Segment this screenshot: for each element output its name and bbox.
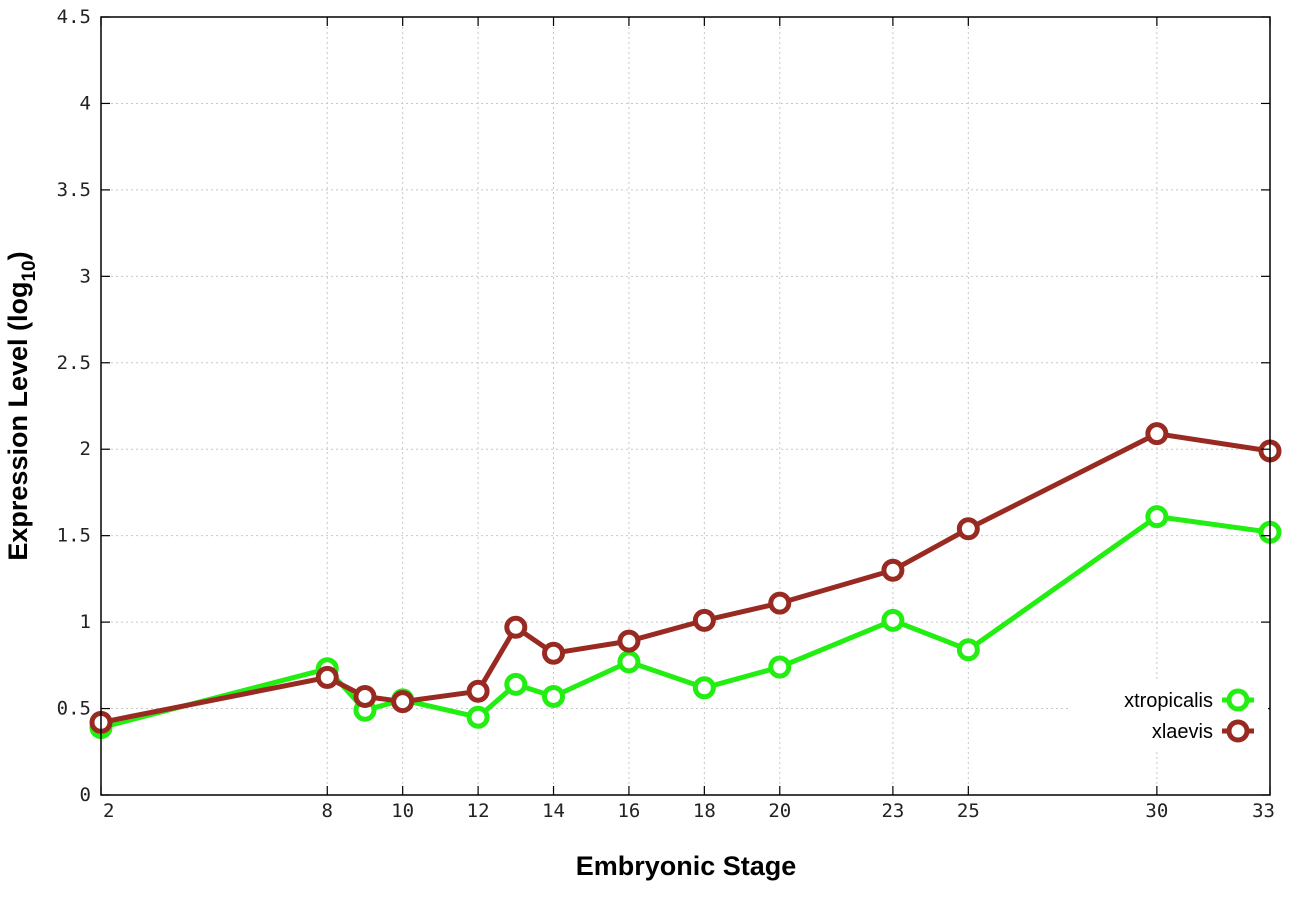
data-point bbox=[768, 655, 792, 679]
x-tick-label: 8 bbox=[322, 800, 333, 822]
data-point bbox=[768, 591, 792, 615]
data-point bbox=[466, 705, 490, 729]
y-tick-label: 4.5 bbox=[57, 6, 91, 28]
data-point bbox=[542, 684, 566, 708]
legend-swatch-marker bbox=[1226, 719, 1250, 743]
y-tick-label: 0 bbox=[80, 784, 91, 806]
y-tick-label: 3 bbox=[80, 265, 91, 287]
legend-label: xlaevis bbox=[1152, 721, 1213, 743]
legend-swatch-marker bbox=[1226, 688, 1250, 712]
plot-frame bbox=[100, 16, 1271, 796]
data-point bbox=[881, 608, 905, 632]
data-point bbox=[504, 615, 528, 639]
data-point bbox=[881, 558, 905, 582]
data-point bbox=[391, 690, 415, 714]
y-tick-label: 1.5 bbox=[57, 525, 91, 547]
data-point bbox=[542, 641, 566, 665]
data-point bbox=[504, 672, 528, 696]
x-tick-label: 30 bbox=[1145, 800, 1168, 822]
data-point bbox=[353, 684, 377, 708]
y-tick-label: 2 bbox=[80, 438, 91, 460]
x-axis-title: Embryonic Stage bbox=[576, 851, 797, 881]
x-tick-label: 12 bbox=[467, 800, 490, 822]
y-axis-title-subscript: 10 bbox=[19, 260, 40, 281]
x-tick-label: 18 bbox=[693, 800, 716, 822]
x-axis-tick-labels: 2 8 10 12 14 16 18 20 23 25 30 33 bbox=[103, 800, 1275, 822]
data-point bbox=[617, 629, 641, 653]
data-point bbox=[1145, 505, 1169, 529]
data-point bbox=[692, 608, 716, 632]
data-point bbox=[692, 676, 716, 700]
y-tick-label: 3.5 bbox=[57, 179, 91, 201]
data-point bbox=[466, 679, 490, 703]
y-axis-title: Expression Level (log10) bbox=[3, 251, 40, 560]
y-axis-title-end: ) bbox=[3, 251, 33, 260]
data-point bbox=[315, 665, 339, 689]
y-axis-title-main: Expression Level (log bbox=[3, 282, 33, 561]
data-point bbox=[956, 638, 980, 662]
series-layer bbox=[89, 422, 1282, 740]
grid-lines bbox=[101, 17, 1270, 795]
x-tick-label: 33 bbox=[1252, 800, 1275, 822]
x-tick-label: 2 bbox=[103, 800, 114, 822]
y-axis-tick-labels: 0 0.5 1 1.5 2 2.5 3 3.5 4 4.5 bbox=[57, 6, 91, 806]
y-tick-label: 0.5 bbox=[57, 698, 91, 720]
x-tick-label: 16 bbox=[617, 800, 640, 822]
legend: xtropicalis xlaevis bbox=[1070, 680, 1268, 750]
axis-ticks bbox=[100, 16, 1271, 796]
x-tick-label: 10 bbox=[391, 800, 414, 822]
y-tick-label: 2.5 bbox=[57, 352, 91, 374]
x-tick-label: 23 bbox=[881, 800, 904, 822]
x-tick-label: 25 bbox=[957, 800, 980, 822]
data-point bbox=[1145, 422, 1169, 446]
x-tick-label: 20 bbox=[768, 800, 791, 822]
data-point bbox=[956, 517, 980, 541]
legend-label: xtropicalis bbox=[1124, 690, 1213, 712]
y-tick-label: 4 bbox=[80, 92, 91, 114]
y-tick-label: 1 bbox=[80, 611, 91, 633]
x-tick-label: 14 bbox=[542, 800, 565, 822]
data-point bbox=[617, 650, 641, 674]
